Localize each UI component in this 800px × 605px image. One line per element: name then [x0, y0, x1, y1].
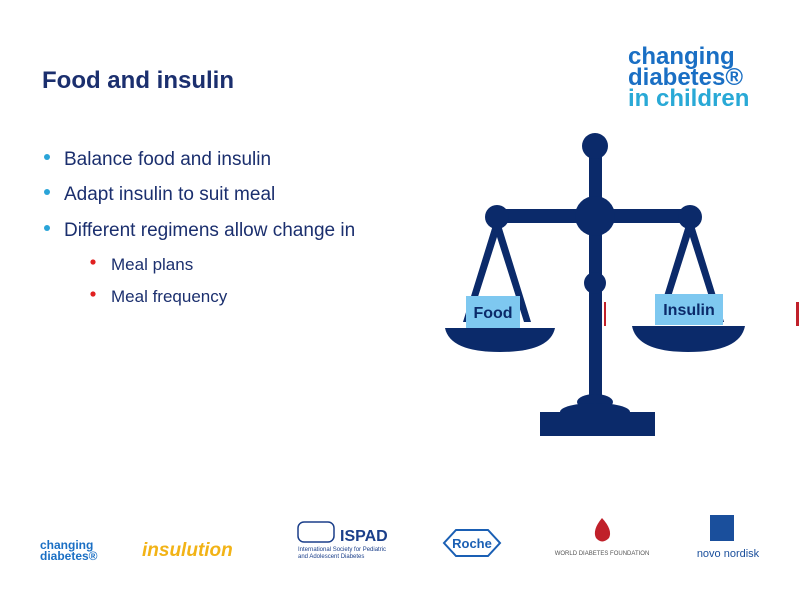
logo-text: and Adolescent Diabetes [298, 554, 364, 560]
roche-hex [442, 529, 502, 557]
bullet-dot [44, 225, 50, 231]
scale-label: Insulin [663, 302, 715, 319]
bullet: Balance food and insulin [64, 149, 271, 170]
label-box [655, 294, 723, 325]
label-box [466, 296, 520, 328]
sub-bullet-dot [90, 291, 96, 297]
scale-pan [445, 328, 555, 352]
scale-end [678, 205, 702, 229]
scale-pan [632, 326, 745, 352]
top-logo: changing diabetes® in children [628, 43, 749, 112]
bullet: Different regimens allow change in [64, 220, 355, 241]
bullet-dot [44, 154, 50, 160]
scale [445, 133, 799, 436]
bullet: Adapt insulin to suit meal [64, 184, 275, 205]
logo-line: changing [628, 43, 735, 70]
novo-icon [710, 515, 734, 541]
logo-text: ISPAD [340, 528, 388, 545]
logo-line: in children [628, 85, 749, 112]
bullets: Balance food and insulin Adapt insulin t… [44, 149, 355, 241]
logo-text: changing [40, 538, 93, 552]
scale-end [485, 205, 509, 229]
sub-bullet-dot [90, 259, 96, 265]
footer-logos: changing diabetes® insulution ISPAD Inte… [40, 515, 760, 563]
scale-base [540, 412, 655, 436]
scale-knob [582, 133, 608, 159]
sub-bullet: Meal frequency [111, 287, 228, 306]
logo-text: diabetes® [40, 549, 98, 563]
sub-bullet: Meal plans [111, 255, 193, 274]
logo-text: insulution [142, 540, 233, 561]
logo-text: International Society for Pediatric [298, 547, 386, 553]
mark [604, 302, 606, 326]
logo-text: Roche [452, 536, 492, 551]
ispad-icon [297, 521, 335, 543]
title: Food and insulin [42, 67, 234, 94]
scale-joint [584, 272, 606, 294]
logo-text: WORLD DIABETES FOUNDATION [555, 551, 650, 557]
bullet-dot [44, 189, 50, 195]
sub-bullets: Meal plans Meal frequency [90, 255, 228, 306]
scale-label: Food [473, 305, 512, 322]
wdf-icon [594, 518, 611, 542]
logo-text: novo nordisk [697, 548, 760, 560]
logo-line: diabetes® [628, 64, 743, 91]
scale-hub [575, 196, 615, 236]
mark [796, 302, 799, 326]
